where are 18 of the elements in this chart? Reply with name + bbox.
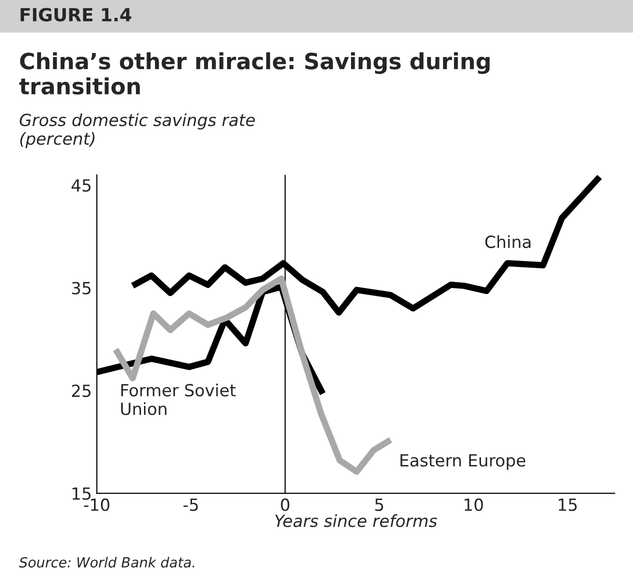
caption: FIGURE 1.4 bbox=[20, 8, 132, 22]
series-label: Former Soviet Union bbox=[121, 384, 236, 416]
source-note: Source: World Bank data. bbox=[19, 556, 194, 568]
y-tick-label: 45 bbox=[72, 179, 91, 192]
y-tick-label: 15 bbox=[72, 487, 91, 500]
series-label: China bbox=[485, 235, 530, 248]
series-label: Eastern Europe bbox=[400, 454, 526, 470]
y-tick-label: 25 bbox=[72, 384, 91, 398]
chart-title: China’s other miracle: Savings during transition bbox=[19, 52, 490, 95]
x-tick-label: 10 bbox=[464, 498, 483, 512]
x-axis-title: Years since reforms bbox=[275, 514, 437, 528]
x-tick-label: 15 bbox=[558, 498, 577, 512]
y-axis-title: Gross domestic savings rate (percent) bbox=[20, 113, 255, 148]
x-tick-label: -5 bbox=[184, 498, 198, 512]
y-tick-label: 35 bbox=[72, 282, 91, 294]
x-tick-label: -10 bbox=[84, 498, 110, 512]
x-tick-label: 0 bbox=[280, 498, 290, 512]
x-tick-label: 5 bbox=[375, 498, 384, 512]
